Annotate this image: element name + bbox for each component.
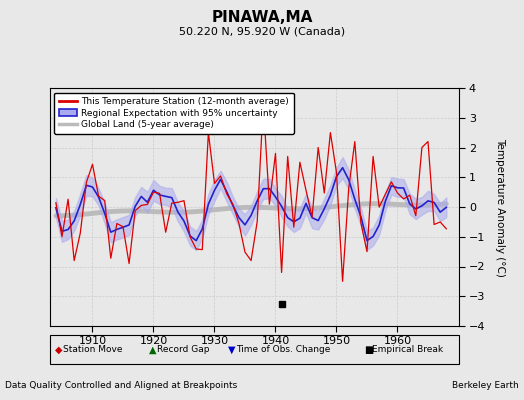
Text: Record Gap: Record Gap [157,345,210,354]
Text: ◆: ◆ [55,344,62,354]
Text: ▲: ▲ [149,344,157,354]
Text: Time of Obs. Change: Time of Obs. Change [236,345,330,354]
Legend: This Temperature Station (12-month average), Regional Expectation with 95% uncer: This Temperature Station (12-month avera… [54,92,293,134]
Text: 50.220 N, 95.920 W (Canada): 50.220 N, 95.920 W (Canada) [179,26,345,36]
Text: ■: ■ [364,344,374,354]
Text: Berkeley Earth: Berkeley Earth [452,381,519,390]
Y-axis label: Temperature Anomaly (°C): Temperature Anomaly (°C) [495,138,505,276]
Text: PINAWA,MA: PINAWA,MA [211,10,313,25]
Text: Data Quality Controlled and Aligned at Breakpoints: Data Quality Controlled and Aligned at B… [5,381,237,390]
Text: ▼: ▼ [228,344,235,354]
Text: Station Move: Station Move [63,345,123,354]
Text: Empirical Break: Empirical Break [372,345,443,354]
